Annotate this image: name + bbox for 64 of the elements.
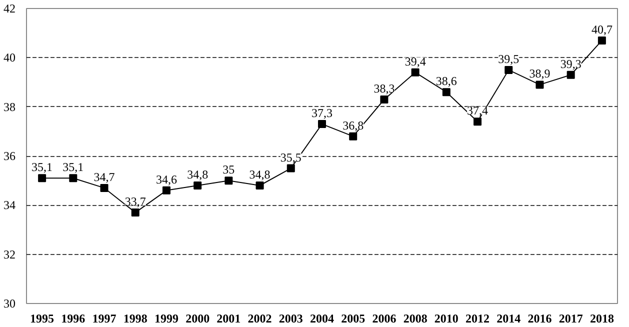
x-tick-label: 2003 <box>278 312 303 326</box>
point <box>442 88 450 96</box>
x-tick-label: 2000 <box>186 312 210 326</box>
data-label: 36,8 <box>342 118 364 132</box>
point <box>286 164 295 172</box>
point <box>504 66 513 74</box>
data-label: 39,3 <box>560 56 582 71</box>
data-label: 38,6 <box>436 74 457 88</box>
data-label: 39,4 <box>404 54 426 68</box>
data-label: 38,3 <box>374 81 395 96</box>
x-tick-label: 2010 <box>434 312 458 326</box>
x-tick-label: 2001 <box>216 312 241 326</box>
point <box>598 36 606 44</box>
point <box>194 182 202 190</box>
data-label: 35,1 <box>32 160 53 174</box>
y-tick-label: 38 <box>4 100 16 114</box>
data-label: 40,7 <box>591 22 612 36</box>
point <box>100 184 108 192</box>
point <box>38 174 46 182</box>
x-tick-label: 1996 <box>61 312 86 326</box>
x-tick-label: 2005 <box>341 312 366 326</box>
point <box>318 120 326 128</box>
point <box>566 70 575 79</box>
x-tick-label: 2018 <box>590 312 614 326</box>
point <box>162 186 170 194</box>
point <box>349 132 358 140</box>
x-tick-label: 2017 <box>558 312 583 326</box>
y-tick-label: 30 <box>4 296 16 310</box>
data-label: 34,8 <box>187 168 208 182</box>
x-tick-label: 2006 <box>372 312 396 326</box>
data-label: 34,8 <box>249 168 270 182</box>
data-label: 35 <box>222 162 235 177</box>
data-label: 37,4 <box>467 104 488 118</box>
data-label: 34,6 <box>156 172 177 186</box>
x-tick-label: 1998 <box>123 312 148 326</box>
x-tick-label: 1999 <box>154 312 178 326</box>
point <box>256 182 264 190</box>
x-tick-label: 2016 <box>528 312 552 326</box>
x-tick-label: 2004 <box>310 312 334 326</box>
x-tick-label: 2008 <box>403 312 428 326</box>
y-tick-label: 40 <box>4 50 16 65</box>
data-label: 39,5 <box>498 52 520 66</box>
y-tick-label: 42 <box>4 2 16 16</box>
data-label: 33,7 <box>124 194 146 209</box>
data-label: 38,9 <box>529 66 550 81</box>
point <box>536 80 544 89</box>
y-tick-label: 36 <box>4 149 16 163</box>
point <box>224 176 233 185</box>
y-tick-label: 34 <box>4 198 16 212</box>
point <box>69 174 78 182</box>
x-tick-label: 2002 <box>248 312 272 326</box>
data-label: 37,3 <box>312 106 332 120</box>
point <box>474 118 482 126</box>
data-label: 34,7 <box>94 170 115 184</box>
x-tick-label: 1995 <box>30 312 54 326</box>
point <box>411 68 420 76</box>
point <box>380 95 388 104</box>
x-tick-label: 2012 <box>466 312 490 326</box>
x-tick-label: 1997 <box>92 312 116 326</box>
y-tick-label: 32 <box>4 247 16 262</box>
data-label: 35,5 <box>280 150 302 164</box>
data-label: 35,1 <box>62 160 84 174</box>
x-tick-label: 2014 <box>496 312 521 326</box>
point <box>131 208 140 217</box>
